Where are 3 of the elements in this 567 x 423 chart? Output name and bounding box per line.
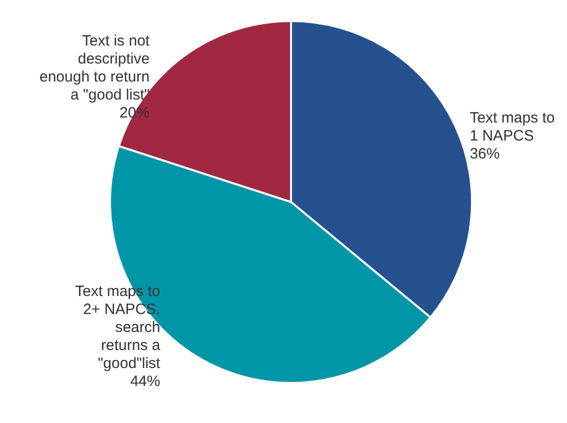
data-label: 44% <box>130 372 160 390</box>
slice-label: Text maps to 1 NAPCS <box>470 109 555 144</box>
data-label: 36% <box>470 145 500 162</box>
